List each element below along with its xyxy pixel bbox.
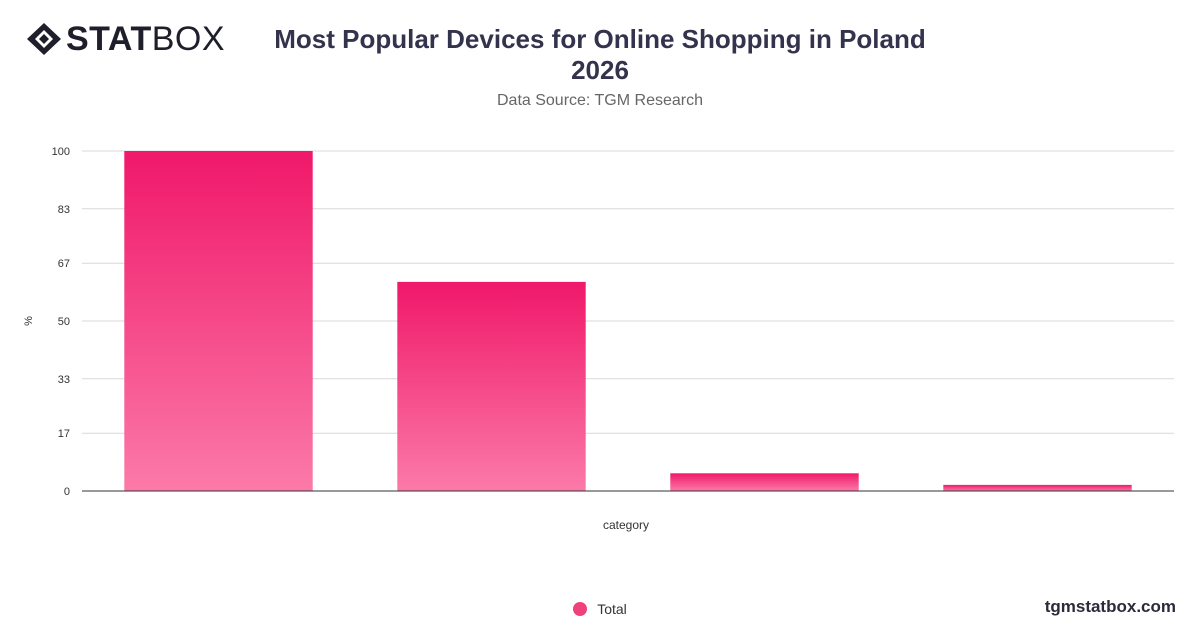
chart-title: Most Popular Devices for Online Shopping… xyxy=(250,24,950,86)
y-tick-label: 67 xyxy=(58,258,70,270)
chart-title-line2: 2026 xyxy=(571,55,629,85)
y-tick-label: 83 xyxy=(58,204,70,216)
brand-footer: tgmstatbox.com xyxy=(1044,597,1176,616)
y-tick-label: 50 xyxy=(58,316,70,328)
legend-item-total[interactable]: Total xyxy=(573,601,627,617)
y-tick-label: 100 xyxy=(52,146,70,158)
statbox-logo[interactable]: STATBOX xyxy=(26,22,225,56)
bar[interactable] xyxy=(397,281,586,491)
diamond-logo-icon xyxy=(27,23,61,55)
legend-label: Total xyxy=(597,601,627,617)
y-tick-label: 0 xyxy=(64,486,70,498)
bars xyxy=(124,151,1132,491)
y-axis-ticks: 0 17 33 50 67 83 100 xyxy=(52,146,70,498)
y-tick-label: 17 xyxy=(58,428,70,440)
logo-wordmark: STATBOX xyxy=(66,22,225,56)
chart-title-line1: Most Popular Devices for Online Shopping… xyxy=(274,24,926,54)
logo-text-light: BOX xyxy=(151,20,226,58)
y-tick-label: 33 xyxy=(58,374,70,386)
bar[interactable] xyxy=(124,151,313,491)
bar[interactable] xyxy=(943,484,1132,491)
bar[interactable] xyxy=(670,473,859,491)
y-axis-label: % xyxy=(23,316,35,326)
logo-text-bold: STAT xyxy=(66,20,152,58)
x-axis-label: category xyxy=(603,518,649,532)
legend-marker xyxy=(573,602,588,616)
legend: Total xyxy=(0,601,1200,617)
chart-subtitle: Data Source: TGM Research xyxy=(496,92,703,109)
